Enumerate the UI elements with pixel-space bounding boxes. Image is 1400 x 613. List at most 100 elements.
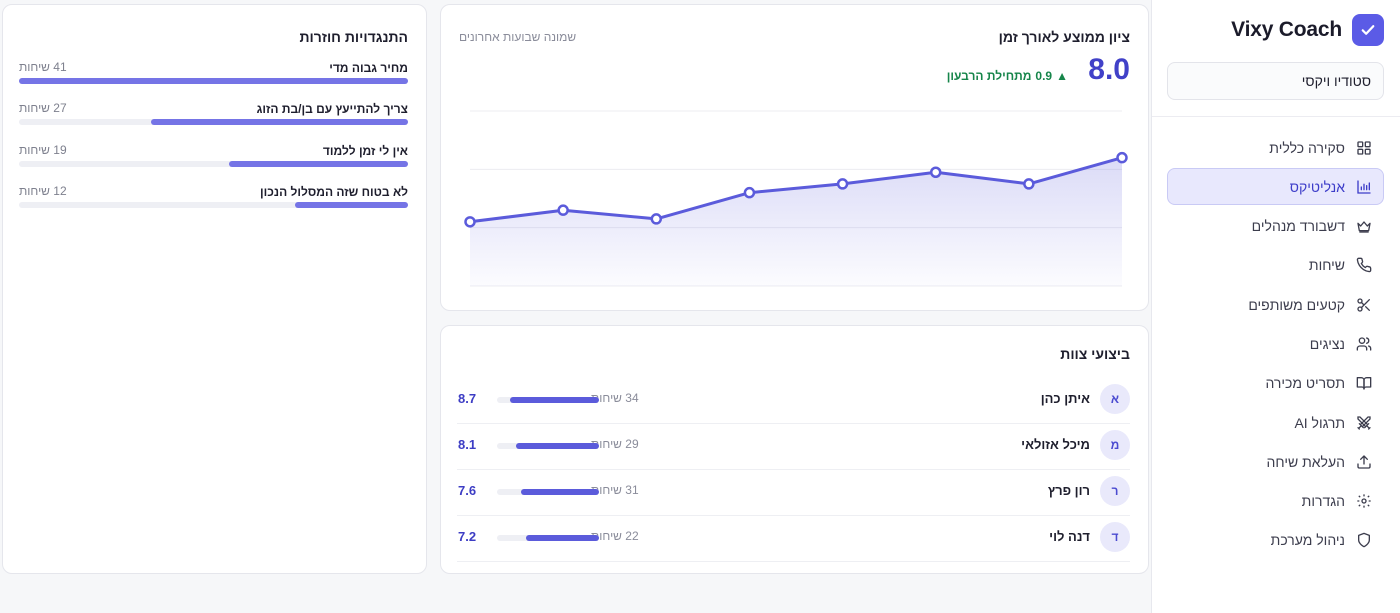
sidebar-item-settings[interactable]: הגדרות — [1167, 483, 1384, 520]
team-row[interactable]: א איתן כהן 34 שיחות 8.7 — [457, 378, 1130, 424]
sidebar-nav: סקירה כללית אנליטיקס דשבורד מנהלים שיחות… — [1167, 129, 1384, 561]
app-name: Vixy Coach — [1231, 18, 1342, 41]
objection-calls: 19 שיחות — [19, 142, 67, 157]
scissors-icon — [1355, 296, 1373, 314]
sidebar-item-label: קטעים משותפים — [1248, 296, 1345, 313]
check-logo-icon — [1352, 14, 1384, 46]
team-row[interactable]: ר רון פרץ 31 שיחות 7.6 — [457, 470, 1130, 516]
score-over-time-card: ציון ממוצע לאורך זמן שמונה שבועות אחרוני… — [440, 4, 1149, 311]
chart-point — [557, 204, 569, 216]
score-bar-fill — [521, 489, 599, 495]
objection-row[interactable]: מחיר גבוה מדי 41 שיחות — [19, 59, 408, 100]
score-bar-fill — [516, 443, 599, 449]
objection-row[interactable]: לא בטוח שזה המסלול הנכון 12 שיחות — [19, 183, 408, 224]
trend-up-icon: ▲ — [1056, 69, 1068, 83]
chart-point — [464, 216, 476, 228]
chart-point — [836, 178, 849, 190]
book-icon — [1355, 374, 1373, 392]
shield-icon — [1355, 531, 1373, 549]
member-name: דנה לוי — [1049, 529, 1090, 544]
card-title: ציון ממוצע לאורך זמן — [998, 29, 1130, 45]
member-calls: 22 שיחות — [591, 529, 639, 543]
sidebar-item-agents[interactable]: נציגים — [1167, 325, 1384, 362]
objection-calls: 12 שיחות — [19, 183, 67, 198]
sidebar-item-label: אנליטיקס — [1289, 178, 1345, 195]
sidebar-item-overview[interactable]: סקירה כללית — [1167, 129, 1384, 166]
objection-bar-fill — [19, 78, 408, 84]
team-row[interactable]: מ מיכל אזולאי 29 שיחות 8.1 — [457, 424, 1130, 470]
sidebar-item-label: שיחות — [1308, 257, 1345, 274]
avatar: ר — [1100, 476, 1130, 506]
objection-label: לא בטוח שזה המסלול הנכון — [260, 184, 408, 199]
chart-point — [1116, 151, 1128, 164]
average-score: 8.0 — [1088, 53, 1130, 86]
score-line-chart — [464, 110, 1128, 287]
avatar: מ — [1100, 430, 1130, 460]
sidebar-item-ai-practice[interactable]: תרגול AI — [1167, 404, 1384, 441]
objection-label: מחיר גבוה מדי — [329, 61, 408, 75]
sidebar-item-system-admin[interactable]: ניהול מערכת — [1167, 522, 1384, 559]
sidebar-item-label: דשבורד מנהלים — [1251, 218, 1345, 235]
sidebar-item-managers-dashboard[interactable]: דשבורד מנהלים — [1167, 208, 1384, 245]
chart-point — [743, 186, 756, 199]
team-list: א איתן כהן 34 שיחות 8.7 מ מיכל אזולאי 29… — [457, 378, 1130, 562]
chart-point — [650, 213, 663, 225]
score-bar — [497, 443, 599, 449]
chart-subtitle: שמונה שבועות אחרונים — [459, 30, 577, 44]
workspace-selector[interactable]: סטודיו ויקסי — [1167, 62, 1384, 100]
objections-list: מחיר גבוה מדי 41 שיחות צריך להתייעץ עם ב… — [19, 59, 408, 224]
sidebar-divider — [1152, 116, 1400, 117]
sidebar-item-analytics[interactable]: אנליטיקס — [1167, 168, 1384, 206]
objection-bar — [19, 119, 408, 126]
objection-bar-fill — [229, 160, 408, 167]
member-name: רון פרץ — [1047, 483, 1090, 498]
gear-icon — [1355, 492, 1373, 510]
sidebar-item-label: ניהול מערכת — [1270, 532, 1345, 549]
sidebar-item-label: הגדרות — [1301, 493, 1345, 510]
grid-icon — [1355, 139, 1373, 157]
sidebar-item-label: העלאת שיחה — [1266, 453, 1345, 470]
chart-series-line — [469, 156, 1123, 224]
avatar: ד — [1100, 522, 1130, 552]
chart-point — [929, 166, 942, 178]
sidebar-item-sales-script[interactable]: תסריט מכירה — [1167, 365, 1384, 402]
upload-icon — [1355, 453, 1373, 471]
brand[interactable]: Vixy Coach — [1231, 14, 1384, 46]
card-title: ביצועי צוות — [1060, 346, 1130, 362]
trend-text: מתחילת הרבעון — [946, 69, 1032, 83]
chart-point — [1023, 178, 1035, 190]
score-bar — [497, 397, 599, 403]
member-calls: 34 שיחות — [591, 391, 639, 405]
objection-calls: 41 שיחות — [19, 60, 67, 74]
sidebar-item-label: תרגול AI — [1294, 414, 1345, 431]
objection-bar — [19, 201, 408, 208]
objection-row[interactable]: אין לי זמן ללמוד 19 שיחות — [19, 142, 408, 183]
swords-icon — [1355, 414, 1373, 432]
objection-bar-fill — [151, 119, 408, 126]
score-bar-fill — [510, 397, 599, 403]
member-score: 7.6 — [458, 483, 477, 498]
objection-bar — [19, 78, 408, 84]
team-row[interactable]: ד דנה לוי 22 שיחות 7.2 — [457, 516, 1130, 562]
objection-bar — [19, 160, 408, 167]
bar-chart-icon — [1355, 178, 1373, 196]
sidebar-item-upload-call[interactable]: העלאת שיחה — [1167, 443, 1384, 480]
crown-icon — [1355, 217, 1373, 235]
sidebar-item-label: תסריט מכירה — [1265, 375, 1345, 392]
objection-row[interactable]: צריך להתייעץ עם בן/בת הזוג 27 שיחות — [19, 100, 408, 141]
chart-area-fill — [470, 157, 1122, 286]
member-calls: 29 שיחות — [591, 437, 639, 451]
member-score: 8.7 — [458, 391, 477, 406]
team-performance-card: ביצועי צוות א איתן כהן 34 שיחות 8.7 מ מי… — [440, 325, 1149, 574]
score-bar-fill — [525, 535, 599, 541]
trend-indicator: ▲ 0.9 מתחילת הרבעון — [947, 69, 1068, 83]
objection-label: צריך להתייעץ עם בן/בת הזוג — [256, 102, 408, 117]
sidebar-item-calls[interactable]: שיחות — [1167, 247, 1384, 284]
sidebar-item-shared-clips[interactable]: קטעים משותפים — [1167, 286, 1384, 323]
member-score: 8.1 — [458, 437, 477, 452]
sidebar: Vixy Coach סטודיו ויקסי סקירה כללית אנלי… — [1151, 0, 1400, 613]
member-calls: 31 שיחות — [591, 483, 639, 497]
objection-bar-fill — [295, 201, 408, 208]
member-name: איתן כהן — [1040, 391, 1090, 406]
trend-value: 0.9 — [1035, 69, 1053, 83]
